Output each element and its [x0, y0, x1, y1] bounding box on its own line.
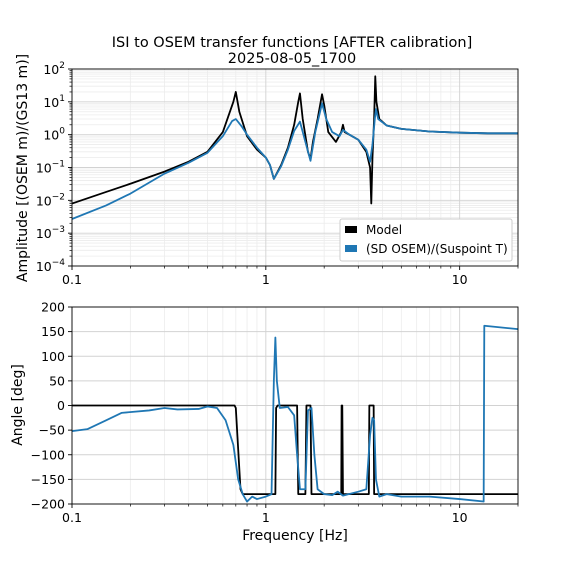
chart-title: ISI to OSEM transfer functions [AFTER ca… — [112, 35, 472, 51]
legend-label-model: Model — [366, 223, 402, 237]
legend-swatch-model — [345, 226, 357, 233]
y-tick-label: 100 — [43, 127, 65, 143]
y-tick-label: 10−3 — [36, 225, 65, 241]
y-tick-label: 150 — [41, 324, 65, 339]
y-tick-label: 200 — [41, 300, 65, 315]
x-axis-label: Frequency [Hz] — [242, 528, 348, 544]
x-tick-label: 1 — [262, 272, 270, 287]
x-tick-label: 0.1 — [62, 510, 82, 525]
measured-series-line — [72, 324, 518, 503]
y-tick-label: 50 — [49, 373, 65, 388]
legend: Model (SD OSEM)/(Suspoint T) — [339, 218, 513, 262]
legend-swatch-measured — [345, 245, 357, 252]
amplitude-y-axis-label: Amplitude [(OSEM m)/(GS13 m)] — [15, 54, 31, 282]
y-tick-label: 10−2 — [36, 192, 65, 208]
y-tick-label: −100 — [31, 447, 65, 462]
x-tick-label: 10 — [452, 510, 468, 525]
phase-y-axis-label: Angle [deg] — [10, 364, 26, 446]
x-tick-label: 0.1 — [62, 272, 82, 287]
measured-series-line — [72, 102, 518, 220]
legend-label-measured: (SD OSEM)/(Suspoint T) — [366, 242, 508, 256]
y-tick-label: −200 — [31, 497, 65, 512]
y-tick-label: −150 — [31, 472, 65, 487]
y-tick-label: 10−1 — [36, 160, 65, 176]
y-tick-label: 101 — [43, 94, 65, 110]
plot-frame — [71, 306, 519, 505]
y-tick-label: 10−4 — [36, 258, 65, 274]
chart-subtitle: 2025-08-05_1700 — [228, 51, 356, 67]
phase-panel: 0.1 1 10 −200 −150 −100 −50 0 50 100 150 200 — [31, 300, 519, 525]
plot-frame — [71, 68, 519, 267]
y-tick-label: −50 — [39, 423, 65, 438]
y-tick-label: 100 — [41, 349, 65, 364]
x-tick-label: 1 — [262, 510, 270, 525]
y-tick-label: 102 — [43, 61, 65, 77]
y-tick-label: 0 — [57, 398, 65, 413]
x-tick-label: 10 — [452, 272, 468, 287]
legend-frame — [339, 218, 513, 262]
